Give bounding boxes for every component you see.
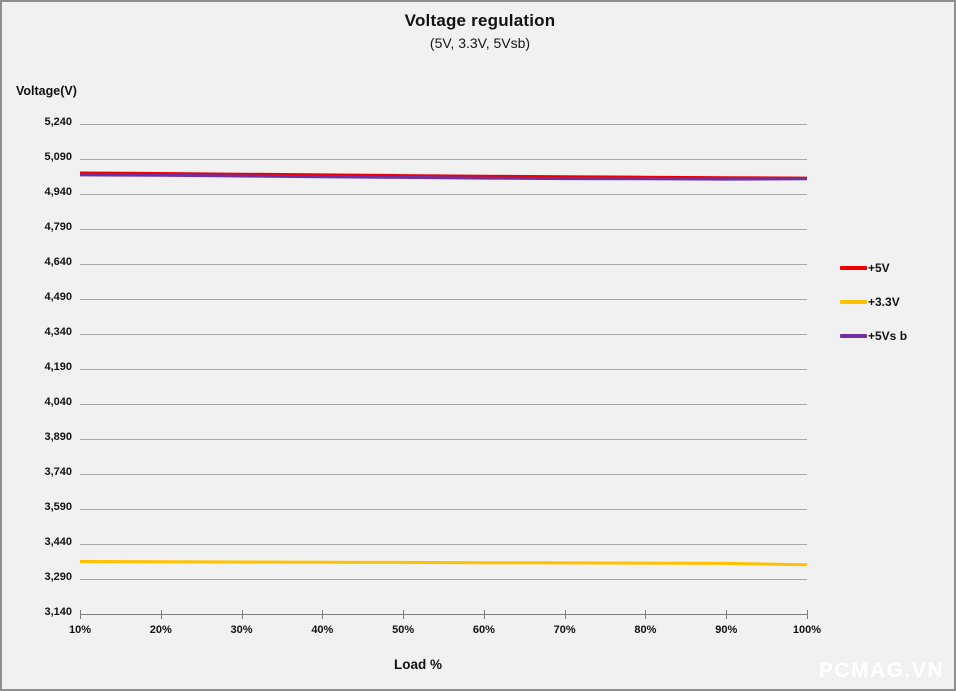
legend-label: +5Vs b [868,329,908,343]
legend-line-swatch [840,266,867,270]
gridline [80,264,807,265]
y-tick-label: 3,140 [44,606,72,618]
pcmag-watermark: PCMAG.VN [818,659,944,682]
gridline [80,194,807,195]
legend-line-swatch [840,334,867,338]
x-axis-line [80,614,807,615]
y-axis-title: Voltage(V) [16,84,77,98]
x-axis-tickmark [161,610,162,619]
x-axis-tickmark [807,610,808,619]
legend-label: +5V [868,261,890,275]
x-axis-tickmark [645,610,646,619]
x-tick-label: 80% [634,624,657,636]
gridline [80,124,807,125]
y-tick-label: 4,190 [44,361,72,373]
x-axis-tickmark [242,610,243,619]
x-axis-tickmark [80,610,81,619]
y-tick-label: 4,040 [44,396,72,408]
x-tick-label: 70% [553,624,576,636]
legend-item-+5Vsb: +5Vs b [840,319,907,353]
x-axis-tickmark [484,610,485,619]
x-tick-label: 50% [392,624,415,636]
x-axis-tickmark [403,610,404,619]
legend-item-+5V: +5V [840,251,907,285]
gridline [80,404,807,405]
legend-item-+3.3V: +3.3V [840,285,907,319]
x-axis-tickmark [322,610,323,619]
plot-area [79,124,808,615]
x-axis-tickmark [565,610,566,619]
y-tick-label: 4,640 [44,256,72,268]
y-tick-label: 4,340 [44,326,72,338]
x-tick-label: 60% [472,624,495,636]
x-tick-label: 20% [149,624,172,636]
y-tick-label: 3,590 [44,501,72,513]
y-tick-label: 3,740 [44,466,72,478]
x-axis-tickmark [726,610,727,619]
x-axis-title: Load % [393,657,442,672]
chart-title: Voltage regulation [404,11,556,30]
gridline [80,229,807,230]
y-tick-label: 4,490 [44,291,72,303]
series-line-+3.3V [79,560,808,567]
y-tick-label: 5,090 [44,151,72,163]
x-tick-label: 30% [230,624,253,636]
gridline [80,369,807,370]
gridline [80,334,807,335]
y-tick-label: 5,240 [44,116,72,128]
gridline [80,439,807,440]
x-tick-label: 40% [311,624,334,636]
series-line-+5Vsb [79,173,808,181]
gridline [80,509,807,510]
y-tick-label: 4,940 [44,186,72,198]
x-tick-label: 100% [792,624,822,636]
gridline [80,474,807,475]
chart-subtitle: (5V, 3.3V, 5Vsb) [429,35,531,51]
y-tick-label: 4,790 [44,221,72,233]
y-tick-label: 3,890 [44,431,72,443]
x-tick-label: 90% [715,624,738,636]
gridline [80,299,807,300]
y-tick-label: 3,440 [44,536,72,548]
gridline [80,579,807,580]
series-lines [79,171,808,567]
gridline [80,159,807,160]
x-tick-label: 10% [68,624,92,636]
legend-line-swatch [840,300,867,304]
gridline [80,544,807,545]
y-tick-label: 3,290 [44,571,72,583]
legend-label: +3.3V [868,295,900,309]
legend: +5V +3.3V +5Vs b [840,251,907,353]
